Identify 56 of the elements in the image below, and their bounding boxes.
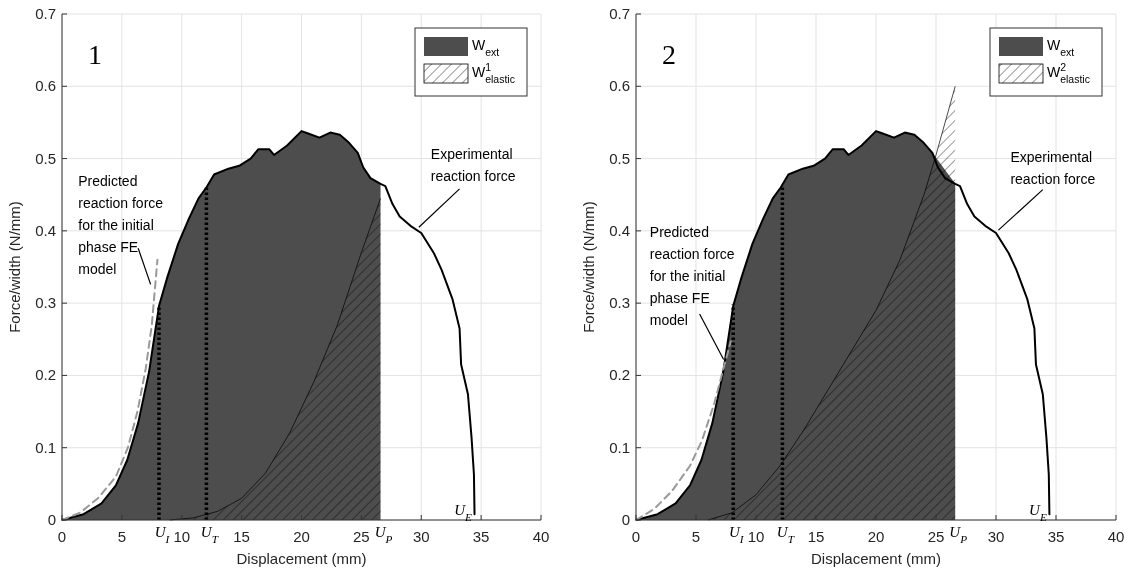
x-tick-label: 35 — [472, 528, 490, 545]
annotation: 1 — [88, 39, 102, 70]
x-tick-label: 25 — [927, 528, 945, 545]
y-tick-label: 0.7 — [35, 5, 56, 22]
annotation: U$_{E}$ — [454, 501, 473, 523]
legend-label: W$_{ext}$ — [472, 37, 500, 58]
x-tick-label: 25 — [353, 528, 370, 545]
annotation: U$_{T}$ — [776, 524, 795, 545]
annotation: Experimental reaction force — [430, 146, 516, 185]
y-tick-label: 0 — [47, 511, 56, 528]
x-tick-label: 35 — [1047, 528, 1065, 545]
y-tick-label: 0.6 — [609, 77, 630, 95]
x-tick-label: 20 — [293, 528, 310, 545]
y-axis-title: Force/width (N/mm) — [580, 201, 597, 333]
annotation: U$_{T}$ — [200, 524, 219, 545]
y-tick-label: 0 — [621, 511, 630, 528]
x-axis-title: Displacement (mm) — [236, 550, 367, 567]
annotation: Experimental reaction force — [1010, 149, 1096, 188]
x-tick-label: 15 — [233, 528, 250, 545]
x-tick-label: 40 — [1107, 528, 1125, 545]
y-tick-label: 0.7 — [609, 5, 630, 22]
y-tick-label: 0.4 — [35, 221, 56, 239]
annotation: Predicted reaction force for the initial phase FE model — [78, 173, 164, 278]
y-tick-label: 0.1 — [35, 438, 56, 456]
line-series — [635, 340, 732, 521]
y-tick-label: 0.4 — [609, 221, 630, 239]
annotation: U$_{P}$ — [374, 524, 393, 545]
legend-label: W$_{ext}$ — [1047, 37, 1075, 58]
annotation: U$_{P}$ — [949, 524, 968, 545]
y-tick-label: 0.5 — [609, 149, 630, 167]
x-tick-label: 15 — [807, 528, 825, 545]
x-tick-label: 0 — [631, 528, 641, 545]
annotation: U$_{E}$ — [1029, 501, 1047, 523]
x-tick-label: 20 — [867, 528, 885, 545]
x-tick-label: 0 — [57, 528, 67, 545]
y-tick-label: 0.3 — [609, 294, 630, 312]
y-tick-label: 0.1 — [609, 438, 630, 456]
annotation: U$_{I}$ — [154, 524, 171, 545]
x-tick-label: 5 — [117, 528, 127, 545]
x-tick-label: 10 — [173, 528, 191, 545]
x-tick-label: 5 — [691, 528, 701, 545]
x-tick-label: 40 — [532, 528, 550, 545]
annotation: Predicted reaction force for the initial phase FE model — [649, 224, 735, 329]
y-axis-title: Force/width (N/mm) — [6, 201, 23, 333]
y-tick-label: 0.2 — [35, 366, 56, 384]
x-tick-label: 10 — [747, 528, 765, 545]
x-tick-label: 30 — [412, 528, 430, 545]
y-tick-label: 0.2 — [609, 366, 630, 384]
annotation: 2 — [662, 39, 676, 70]
line-series — [61, 258, 159, 521]
annotation: U$_{I}$ — [728, 524, 745, 545]
y-tick-label: 0.3 — [35, 294, 56, 312]
x-axis-title: Displacement (mm) — [810, 550, 942, 567]
y-tick-label: 0.5 — [35, 149, 56, 167]
y-tick-label: 0.6 — [35, 77, 56, 95]
x-tick-label: 30 — [987, 528, 1005, 545]
